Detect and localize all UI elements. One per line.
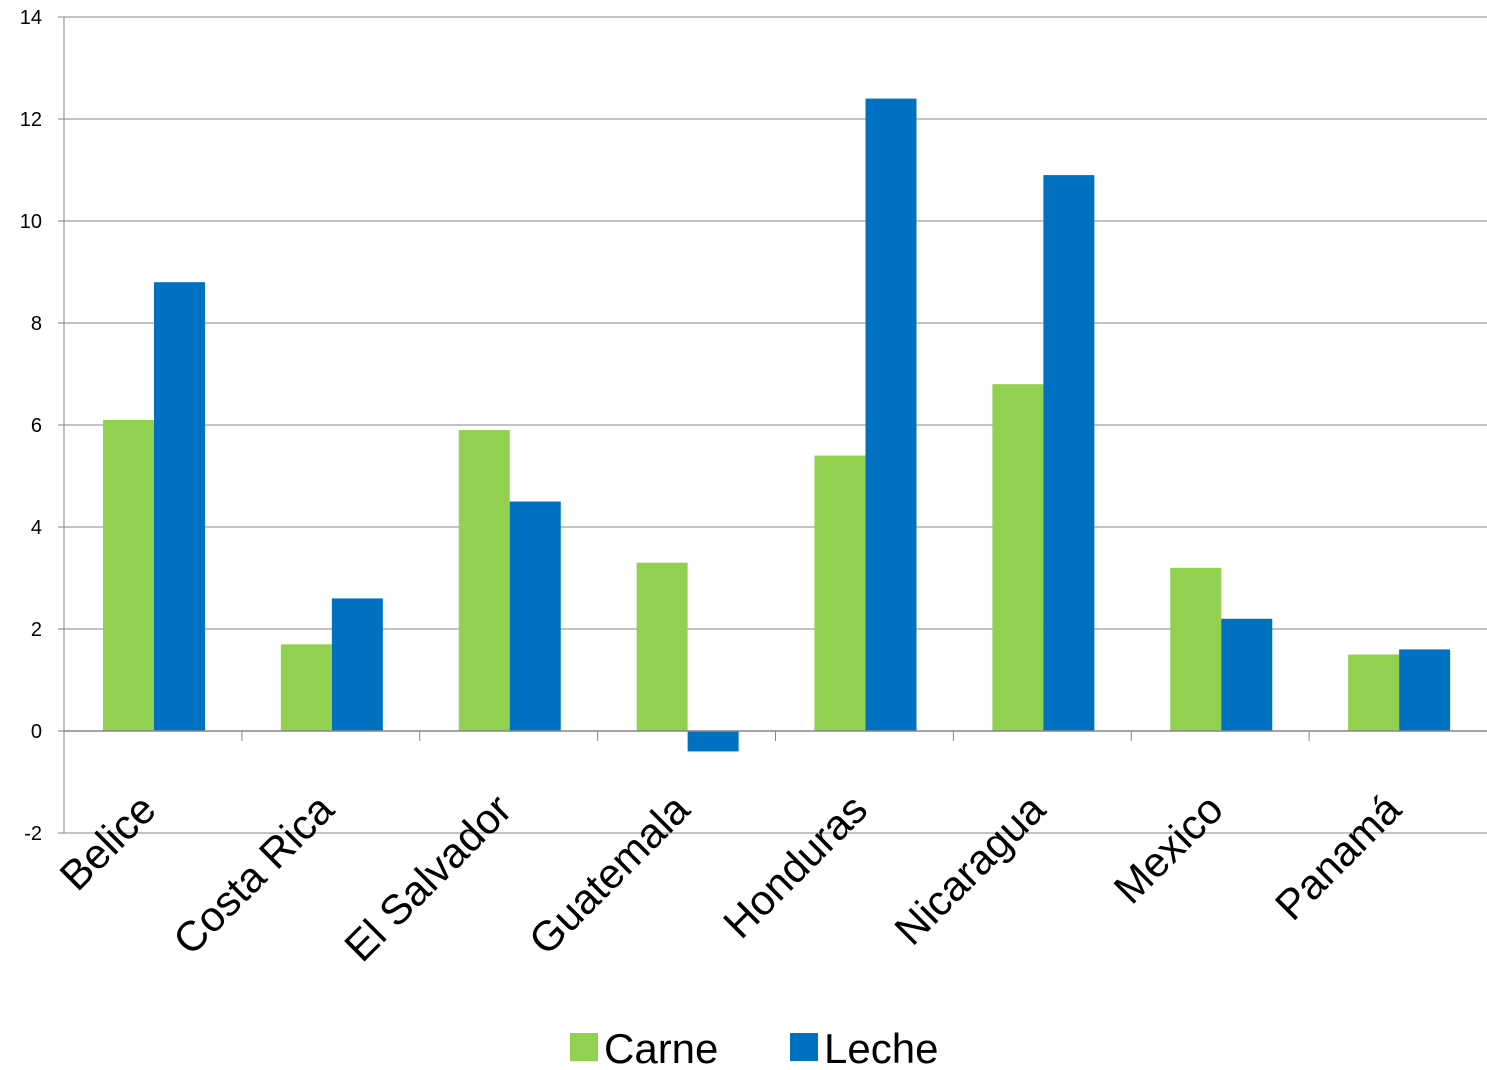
bar-carne-guatemala	[636, 562, 688, 731]
legend-label-leche: Leche	[824, 1025, 938, 1070]
y-tick-label: 2	[31, 619, 42, 641]
y-tick-label: 4	[31, 517, 42, 539]
bar-carne-nicaragua	[992, 384, 1044, 731]
legend-swatch-carne	[570, 1033, 598, 1061]
y-tick-labels: -2 0 2 4 6 8 10 12 14	[20, 7, 42, 845]
bar-carne-costa-rica	[280, 644, 332, 731]
x-tick-label: Guatemala	[520, 785, 699, 964]
bar-leche-panamá	[1399, 649, 1451, 731]
y-tick-label: 0	[31, 721, 42, 743]
x-tick-label: Nicaragua	[885, 785, 1054, 954]
x-tick-label: El Salvador	[335, 785, 520, 970]
y-tick-label: -2	[24, 823, 42, 845]
bar-leche-costa-rica	[331, 598, 383, 731]
bar-carne-honduras	[814, 455, 866, 731]
x-tick-label: Panamá	[1266, 785, 1410, 929]
x-tick-label: Belice	[51, 785, 165, 899]
y-tick-label: 14	[20, 7, 42, 29]
bar-leche-guatemala	[687, 731, 739, 752]
x-tick-label: Honduras	[714, 785, 876, 947]
gridlines	[64, 16, 1487, 834]
bar-leche-honduras	[865, 98, 917, 732]
bar-carne-panamá	[1348, 654, 1400, 731]
bar-carne-mexico	[1170, 567, 1222, 731]
y-tick-label: 6	[31, 415, 42, 437]
y-tick-label: 10	[20, 211, 42, 233]
x-tick-label: Costa Rica	[164, 785, 343, 964]
bar-carne-el-salvador	[458, 430, 510, 731]
legend: Carne Leche	[570, 1025, 938, 1070]
y-tick-label: 12	[20, 109, 42, 131]
bar-leche-mexico	[1221, 618, 1273, 731]
legend-label-carne: Carne	[604, 1025, 718, 1070]
bars	[103, 98, 1451, 752]
bar-leche-nicaragua	[1043, 175, 1095, 732]
bar-carne-belice	[103, 419, 154, 731]
bar-leche-belice	[154, 282, 205, 731]
y-tick-label: 8	[31, 313, 42, 335]
bar-leche-el-salvador	[509, 501, 561, 731]
legend-swatch-leche	[790, 1033, 818, 1061]
x-tick-label: Mexico	[1105, 785, 1232, 912]
axes	[58, 16, 1487, 834]
